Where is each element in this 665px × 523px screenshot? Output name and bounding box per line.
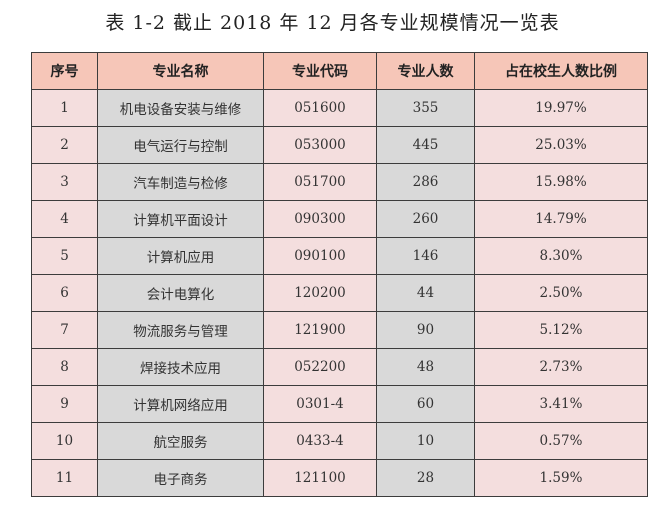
cell-ratio: 19.97% [474,89,648,127]
header-row: 序号 专业名称 专业代码 专业人数 占在校生人数比例 [31,52,648,90]
cell-major-code: 0433-4 [263,422,377,460]
cell-major-code: 090100 [263,237,377,275]
header-index: 序号 [31,52,98,90]
cell-major-code: 090300 [263,200,377,238]
cell-major-name: 会计电算化 [97,274,264,312]
cell-index: 5 [31,237,98,275]
cell-major-name: 汽车制造与检修 [97,163,264,201]
cell-student-count: 28 [376,459,475,497]
table-title: 表 1-2 截止 2018 年 12 月各专业规模情况一览表 [105,12,560,34]
table-row: 11 电子商务 121100 28 1.59% [31,459,648,497]
cell-ratio: 2.50% [474,274,648,312]
cell-major-name: 计算机平面设计 [97,200,264,238]
table-row: 1 机电设备安装与维修 051600 355 19.97% [31,89,648,127]
cell-student-count: 445 [376,126,475,164]
cell-index: 10 [31,422,98,460]
cell-major-code: 121100 [263,459,377,497]
table-row: 6 会计电算化 120200 44 2.50% [31,274,648,312]
table-row: 2 电气运行与控制 053000 445 25.03% [31,126,648,164]
cell-ratio: 2.73% [474,348,648,386]
cell-major-code: 052200 [263,348,377,386]
cell-major-code: 0301-4 [263,385,377,423]
table-row: 3 汽车制造与检修 051700 286 15.98% [31,163,648,201]
cell-major-name: 计算机网络应用 [97,385,264,423]
cell-student-count: 90 [376,311,475,349]
cell-index: 7 [31,311,98,349]
cell-index: 9 [31,385,98,423]
cell-student-count: 355 [376,89,475,127]
cell-student-count: 286 [376,163,475,201]
cell-major-name: 计算机应用 [97,237,264,275]
cell-ratio: 14.79% [474,200,648,238]
header-major-code: 专业代码 [263,52,377,90]
cell-index: 11 [31,459,98,497]
cell-major-code: 053000 [263,126,377,164]
cell-major-code: 120200 [263,274,377,312]
table-row: 7 物流服务与管理 121900 90 5.12% [31,311,648,349]
cell-index: 1 [31,89,98,127]
table-row: 8 焊接技术应用 052200 48 2.73% [31,348,648,386]
cell-major-name: 机电设备安装与维修 [97,89,264,127]
cell-major-name: 电子商务 [97,459,264,497]
cell-ratio: 1.59% [474,459,648,497]
cell-index: 6 [31,274,98,312]
table-row: 10 航空服务 0433-4 10 0.57% [31,422,648,460]
header-ratio: 占在校生人数比例 [474,52,648,90]
cell-index: 2 [31,126,98,164]
table-row: 4 计算机平面设计 090300 260 14.79% [31,200,648,238]
cell-student-count: 10 [376,422,475,460]
cell-index: 8 [31,348,98,386]
cell-ratio: 8.30% [474,237,648,275]
cell-ratio: 15.98% [474,163,648,201]
table-row: 5 计算机应用 090100 146 8.30% [31,237,648,275]
cell-ratio: 25.03% [474,126,648,164]
cell-ratio: 3.41% [474,385,648,423]
cell-student-count: 44 [376,274,475,312]
header-major-name: 专业名称 [97,52,264,90]
cell-student-count: 260 [376,200,475,238]
cell-major-name: 焊接技术应用 [97,348,264,386]
cell-major-name: 物流服务与管理 [97,311,264,349]
cell-student-count: 48 [376,348,475,386]
major-scale-table: 序号 专业名称 专业代码 专业人数 占在校生人数比例 1 机电设备安装与维修 0… [31,52,648,497]
table-row: 9 计算机网络应用 0301-4 60 3.41% [31,385,648,423]
cell-major-code: 051600 [263,89,377,127]
cell-major-name: 航空服务 [97,422,264,460]
cell-major-code: 121900 [263,311,377,349]
cell-major-name: 电气运行与控制 [97,126,264,164]
cell-index: 4 [31,200,98,238]
cell-student-count: 60 [376,385,475,423]
header-student-count: 专业人数 [376,52,475,90]
cell-index: 3 [31,163,98,201]
cell-ratio: 5.12% [474,311,648,349]
cell-ratio: 0.57% [474,422,648,460]
cell-major-code: 051700 [263,163,377,201]
cell-student-count: 146 [376,237,475,275]
